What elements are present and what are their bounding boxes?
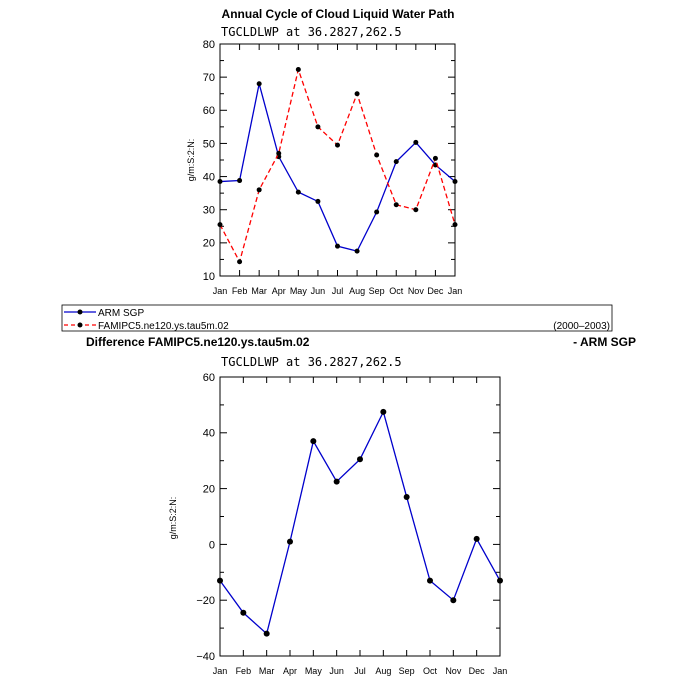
chart1-series-2-point [237,259,243,265]
chart2-series-1-point [263,630,270,637]
chart1-xtick-label: Mar [251,286,267,296]
chart1-series-1-point [413,139,419,145]
chart2-xtick-label: Mar [259,666,275,676]
legend-period: (2000–2003) [553,321,610,332]
chart1-series-1-point [354,248,360,254]
chart1-title: Annual Cycle of Cloud Liquid Water Path [222,7,455,21]
chart1-ytick-label: 40 [203,171,215,183]
chart1-xtick-label: Apr [272,286,286,296]
chart1-ytick-label: 20 [203,238,215,250]
legend-label-model: FAMIPC5.ne120.ys.tau5m.02 [98,321,229,332]
chart2-series-1-point [473,535,480,542]
chart1-xtick-label: Oct [389,286,404,296]
chart1-subtitle: TGCLDLWP at 36.2827,262.5 [221,25,402,39]
chart2-xtick-label: Nov [445,666,462,676]
chart2-series-1-point [333,478,340,485]
chart2-xtick-label: Sep [399,666,415,676]
chart2-series-1-point [240,609,247,616]
chart2-ytick-label: −20 [196,595,215,607]
chart2-xtick-label: Oct [423,666,438,676]
chart2-series-1-point [217,577,223,584]
chart1-series-1-point [393,159,399,165]
chart2-xtick-label: Apr [283,666,297,676]
chart2-xtick-label: Feb [236,666,252,676]
chart2-ytick-label: 40 [203,428,215,440]
chart2-series-1-point [310,438,317,445]
chart2-xtick-label: Jul [354,666,366,676]
chart2-series-1-point [450,597,457,604]
chart1-series-2-point [276,150,282,156]
chart1-series-2-point [452,222,458,228]
chart1-series-2-point [315,124,321,130]
chart1-series-line-2 [219,67,456,264]
chart1-y-axis-label: g/m:S:2:N: [186,139,196,182]
chart2-ytick-label: −40 [196,651,215,663]
chart2-title-right: - ARM SGP [573,335,636,349]
chart1-xtick-label: Sep [369,286,385,296]
chart2-series-1-point [357,456,363,463]
chart1-series-1-point [374,209,380,215]
chart2-series-line-1 [219,410,501,635]
chart2-series-1-point [403,493,410,500]
chart2-series-1-point [287,538,293,545]
chart1-plot-area: 10 20 30 40 50 60 70 80 Jan Feb Mar Apr May Jun Jul Aug… [203,39,463,296]
legend-marker-arm [77,309,83,315]
chart1-xtick-label: Feb [232,286,248,296]
chart1-series-line-1 [219,83,456,252]
chart2-xtick-label: May [305,666,323,676]
chart2-subtitle: TGCLDLWP at 36.2827,262.5 [221,355,402,369]
chart1-ytick-label: 60 [203,105,215,117]
chart1-xtick-label: Nov [408,286,425,296]
chart1-xtick-label: Jan [448,286,463,296]
chart1-series-2-point [335,142,340,148]
chart1-series-2-point [217,222,223,228]
chart1-series-2-point [354,91,360,97]
chart1-series-1-point [335,243,340,249]
chart2-series-1-point [497,577,503,584]
legend-label-arm: ARM SGP [98,308,144,319]
chart1-series-2-point [432,155,438,161]
chart1-xtick-label: Dec [427,286,444,296]
chart1-series-1-point [237,178,243,184]
chart1-series-2-point [393,202,399,208]
chart2-xtick-label: Jun [329,666,344,676]
chart1-ytick-label: 70 [203,72,215,84]
chart1-ytick-label: 30 [203,205,215,217]
chart1-series-1-point [315,198,321,204]
chart2-series-1-point [380,408,387,415]
chart1-xtick-label: Aug [349,286,365,296]
legend-box [61,304,613,332]
chart1-series-1-point [452,179,458,185]
chart2-xtick-label: Dec [469,666,486,676]
chart2-frame [219,376,501,657]
chart2-ytick-label: 0 [209,539,215,551]
chart1-ytick-label: 10 [203,271,215,283]
chart1-series-1-point [295,189,301,195]
chart2-xtick-label: Jan [213,666,228,676]
chart1-ytick-label: 50 [203,138,215,150]
chart2-title: Difference FAMIPC5.ne120.ys.tau5m.02 [86,335,310,349]
legend-marker-model [77,322,83,328]
chart1-series-1-point [256,81,262,87]
chart2-xtick-label: Aug [375,666,391,676]
chart1-series-1-point [217,179,223,185]
chart2-y-axis-label: g/m:S:2:N: [168,497,178,540]
chart1-ytick-label: 80 [203,39,215,51]
chart1-xtick-label: May [290,286,308,296]
chart1-series-2-point [256,187,262,193]
chart2-ytick-label: 60 [203,372,215,384]
legend: ARM SGP FAMIPC5.ne120.ys.tau5m.02 (2000–… [61,304,613,332]
chart1-frame [219,43,456,277]
chart1-series-2-point [413,207,419,213]
chart1-xtick-label: Jan [213,286,228,296]
chart1-xtick-label: Jun [311,286,326,296]
chart1-series-2-point [374,152,380,158]
chart1-xtick-label: Jul [332,286,344,296]
chart2-xtick-label: Jan [493,666,508,676]
chart2-series-1-point [427,577,433,584]
chart2-plot-area: −40 −20 0 20 40 60 Jan Feb Mar Apr May Jun Jul Aug Sep… [196,372,507,676]
chart1-series-2-point [295,67,301,73]
chart2-ytick-label: 20 [203,483,215,495]
